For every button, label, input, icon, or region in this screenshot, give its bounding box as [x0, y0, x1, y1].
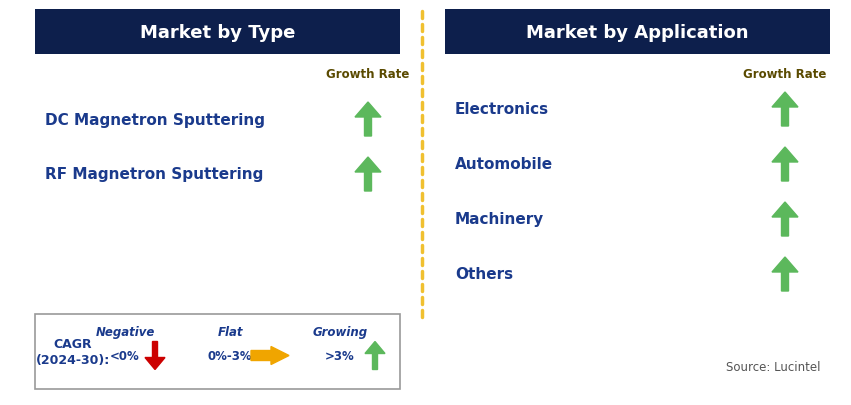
Text: Market by Application: Market by Application: [526, 23, 749, 41]
Polygon shape: [355, 103, 381, 136]
Polygon shape: [145, 342, 165, 370]
Text: RF Magnetron Sputtering: RF Magnetron Sputtering: [45, 167, 263, 182]
Text: Source: Lucintel: Source: Lucintel: [726, 360, 820, 373]
Polygon shape: [772, 202, 798, 237]
Text: Machinery: Machinery: [455, 212, 545, 227]
Text: CAGR: CAGR: [54, 337, 92, 350]
Text: Market by Type: Market by Type: [140, 23, 295, 41]
Bar: [35, 10, 400, 55]
Text: >3%: >3%: [325, 350, 355, 362]
Polygon shape: [355, 158, 381, 192]
Polygon shape: [251, 347, 289, 364]
Polygon shape: [772, 148, 798, 181]
Text: <0%: <0%: [110, 350, 140, 362]
Text: Growth Rate: Growth Rate: [326, 68, 409, 81]
Text: Growth Rate: Growth Rate: [743, 68, 826, 81]
Text: Negative: Negative: [95, 326, 155, 339]
Text: Electronics: Electronics: [455, 102, 549, 117]
Text: DC Magnetron Sputtering: DC Magnetron Sputtering: [45, 112, 265, 127]
Text: Automobile: Automobile: [455, 157, 553, 172]
Polygon shape: [772, 257, 798, 291]
Polygon shape: [365, 342, 385, 370]
Text: Flat: Flat: [217, 326, 243, 339]
Polygon shape: [772, 93, 798, 127]
Text: Others: Others: [455, 267, 513, 282]
Bar: [35, 314, 400, 389]
Text: Growing: Growing: [312, 326, 368, 339]
Text: 0%-3%: 0%-3%: [208, 350, 252, 362]
Bar: [445, 10, 830, 55]
Text: (2024-30):: (2024-30):: [36, 353, 110, 366]
